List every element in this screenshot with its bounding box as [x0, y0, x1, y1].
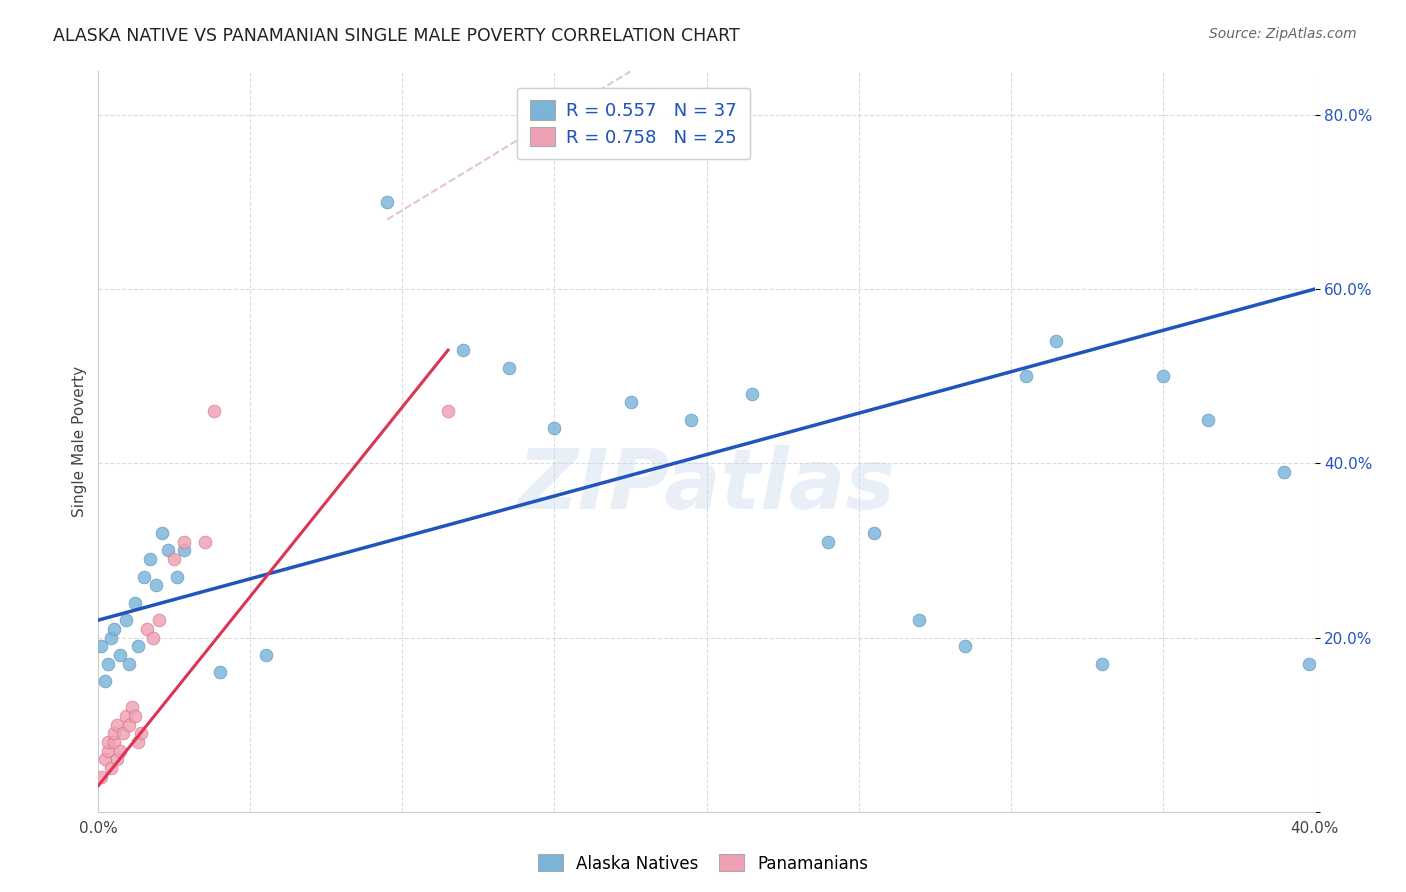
Point [1197, 413, 1219, 427]
Point [209, 665, 232, 680]
Point [129, 726, 152, 740]
Point [90, 770, 112, 784]
Point [118, 717, 141, 731]
Text: Source: ZipAtlas.com: Source: ZipAtlas.com [1209, 27, 1357, 41]
Point [108, 744, 131, 758]
Point [127, 639, 149, 653]
Point [145, 578, 167, 592]
Point [114, 709, 136, 723]
Point [93, 674, 115, 689]
Y-axis label: Single Male Poverty: Single Male Poverty [72, 366, 87, 517]
Point [142, 631, 165, 645]
Point [163, 552, 186, 566]
Point [108, 648, 131, 662]
Point [1045, 334, 1067, 349]
Point [103, 735, 125, 749]
Point [105, 717, 128, 731]
Point [908, 613, 931, 627]
Point [202, 404, 225, 418]
Point [93, 752, 115, 766]
Point [100, 631, 122, 645]
Point [166, 569, 188, 583]
Point [498, 360, 520, 375]
Point [194, 534, 217, 549]
Point [139, 552, 162, 566]
Point [254, 648, 277, 662]
Point [173, 534, 195, 549]
Legend: R = 0.557   N = 37, R = 0.758   N = 25: R = 0.557 N = 37, R = 0.758 N = 25 [517, 87, 749, 159]
Point [124, 596, 146, 610]
Point [1152, 369, 1174, 384]
Point [375, 194, 398, 209]
Point [1272, 465, 1295, 479]
Point [150, 526, 173, 541]
Point [118, 657, 141, 671]
Point [1091, 657, 1114, 671]
Point [103, 726, 125, 740]
Point [1298, 657, 1320, 671]
Point [453, 343, 475, 357]
Text: ZIPatlas: ZIPatlas [517, 445, 896, 526]
Point [437, 404, 460, 418]
Point [953, 639, 976, 653]
Point [111, 726, 134, 740]
Point [817, 534, 839, 549]
Text: ALASKA NATIVE VS PANAMANIAN SINGLE MALE POVERTY CORRELATION CHART: ALASKA NATIVE VS PANAMANIAN SINGLE MALE … [53, 27, 740, 45]
Point [173, 543, 195, 558]
Point [124, 709, 146, 723]
Point [105, 752, 128, 766]
Point [96, 744, 118, 758]
Point [96, 657, 118, 671]
Point [148, 613, 170, 627]
Point [136, 622, 159, 636]
Point [741, 386, 763, 401]
Point [103, 622, 125, 636]
Point [90, 639, 112, 653]
Point [543, 421, 565, 435]
Point [157, 543, 180, 558]
Legend: Alaska Natives, Panamanians: Alaska Natives, Panamanians [531, 847, 875, 880]
Point [862, 526, 884, 541]
Point [100, 761, 122, 775]
Point [681, 413, 703, 427]
Point [96, 735, 118, 749]
Point [132, 569, 155, 583]
Point [114, 613, 136, 627]
Point [127, 735, 149, 749]
Point [619, 395, 641, 409]
Point [1015, 369, 1038, 384]
Point [121, 700, 143, 714]
